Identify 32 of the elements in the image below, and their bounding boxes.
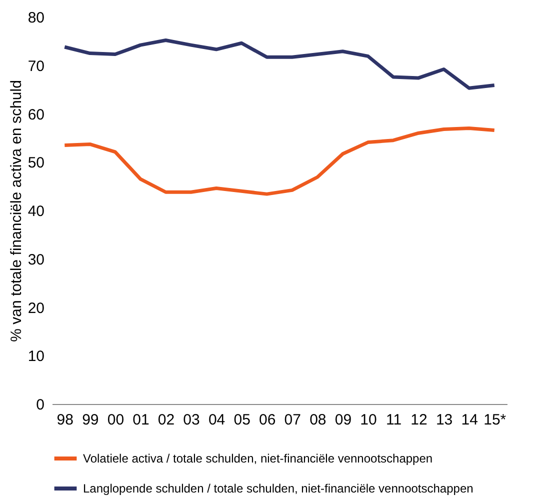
x-tick-label: 04 [208,412,226,428]
y-tick-label: 70 [28,58,44,75]
x-tick-label: 07 [284,412,301,428]
y-tick-label: 0 [36,396,44,414]
x-tick-label: 98 [56,412,74,428]
x-tick-label: 09 [334,412,352,428]
x-tick-label: 01 [132,412,150,428]
line-series [62,126,496,196]
x-tick-label: 06 [259,412,276,428]
x-tick-label: 15* [484,412,506,428]
y-tick-label: 10 [28,348,44,366]
x-tick-label: 03 [183,412,200,428]
x-tick-label: 13 [436,412,453,428]
legend-label: Langlopende schulden / totale schulden, niet-financiële vennootschappen [83,482,474,496]
legend-label: Volatiele activa / totale schulden, niet-financiële vennootschappen [83,452,433,466]
y-tick-label: 40 [28,203,44,220]
y-tick-label: 80 [28,10,44,26]
x-tick-label: 05 [234,412,250,428]
x-tick-label: 10 [360,412,377,428]
x-tick-label: 14 [461,412,478,428]
x-tick-label: 11 [386,412,402,428]
y-tick-label: 50 [28,154,44,172]
x-tick-label: 99 [82,412,99,428]
y-tick-label: 30 [28,251,44,268]
x-tick-label: 02 [158,412,175,428]
x-tick-label: 12 [410,412,428,428]
y-axis-title: % van totale financiële activa en schuld [8,80,25,342]
y-tick-label: 60 [28,106,44,124]
x-tick-label: 08 [310,412,326,428]
x-tick-label: 00 [107,412,124,428]
line-series [62,38,496,90]
y-tick-label: 20 [28,300,44,317]
